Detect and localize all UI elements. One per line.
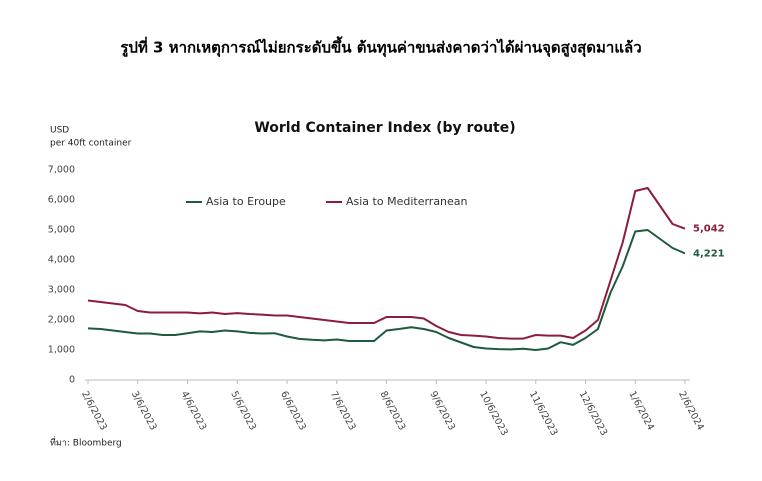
- x-tick-label: 9/6/2023: [427, 389, 457, 432]
- x-tick-label: 8/6/2023: [378, 389, 408, 432]
- x-tick-label: 11/6/2023: [527, 389, 560, 437]
- y-axis-label: per 40ft container: [50, 139, 132, 149]
- y-tick-label: 5,000: [48, 225, 75, 236]
- y-tick-label: 7,000: [48, 165, 75, 176]
- x-tick-label: 1/6/2024: [626, 389, 656, 432]
- data-label: 5,042: [693, 224, 725, 235]
- x-tick-label: 10/6/2023: [477, 389, 510, 437]
- page-title: รูปที่ 3 หากเหตุการณ์ไม่ยกระดับขึ้น ต้นท…: [120, 36, 641, 58]
- x-tick-label: 5/6/2023: [228, 389, 258, 432]
- y-tick-label: 1,000: [48, 345, 75, 356]
- y-tick-label: 4,000: [48, 255, 75, 266]
- chart-title: World Container Index (by route): [254, 120, 515, 136]
- x-tick-label: 2/6/2023: [79, 389, 109, 432]
- source: ที่มา: Bloomberg: [50, 436, 122, 449]
- x-tick-label: 2/6/2024: [676, 389, 706, 432]
- x-tick-label: 6/6/2023: [278, 389, 308, 432]
- y-tick-label: 6,000: [48, 195, 75, 206]
- y-axis-label: USD: [50, 126, 69, 136]
- series-line: [87, 187, 686, 340]
- legend-label: Asia to Eroupe: [206, 195, 286, 208]
- x-tick-label: 12/6/2023: [577, 389, 610, 437]
- legend-label: Asia to Mediterranean: [346, 195, 468, 208]
- data-label: 4,221: [693, 248, 725, 259]
- y-tick-label: 3,000: [48, 285, 75, 296]
- x-tick-label: 4/6/2023: [179, 389, 209, 432]
- x-tick-label: 7/6/2023: [328, 389, 358, 432]
- y-tick-label: 0: [69, 375, 75, 386]
- x-tick-label: 3/6/2023: [129, 389, 159, 432]
- series-line: [87, 229, 686, 351]
- y-tick-label: 2,000: [48, 315, 75, 326]
